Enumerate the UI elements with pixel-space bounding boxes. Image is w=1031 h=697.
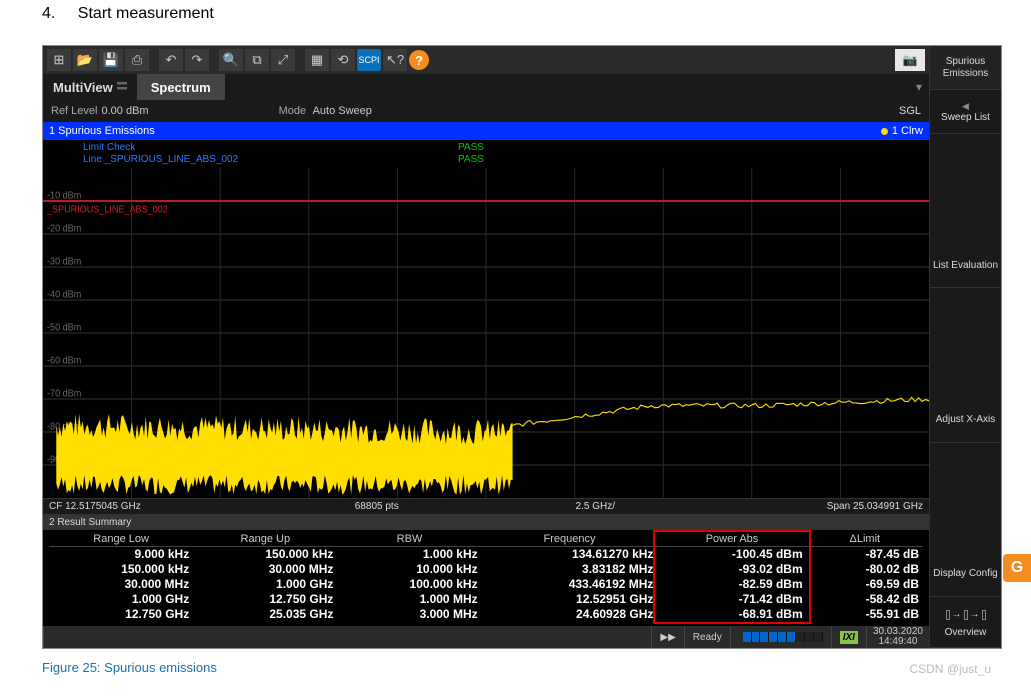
cf-label: CF [49, 501, 62, 512]
table-row: 9.000 kHz150.000 kHz1.000 kHz134.61270 k… [49, 547, 923, 563]
status-time: 14:49:40 [879, 637, 918, 647]
tab-multiview[interactable]: MultiView [43, 74, 137, 100]
softkey-display-config[interactable]: Display Config [930, 553, 1001, 597]
multiview-grid-icon [117, 82, 127, 92]
watermark: CSDN @just_u [909, 662, 991, 676]
table-header: Frequency [482, 532, 658, 547]
sgl-indicator: SGL [899, 105, 921, 117]
analyzer-window: ⊞ 📂 💾 ⎙ ↶ ↷ 🔍 ⧉ ⤢ ▦ ⟲ SCPI ↖? ? 📷 [42, 45, 1002, 649]
pts-value: 68805 pts [268, 501, 487, 512]
svg-text:-50 dBm: -50 dBm [47, 322, 81, 334]
spectrum-chart: -10 dBm-20 dBm-30 dBm-40 dBm-50 dBm-60 d… [43, 168, 929, 498]
windows-icon[interactable]: ⊞ [47, 49, 71, 71]
trace-mode: 1 Clrw [892, 125, 923, 137]
screenshot-icon[interactable]: 📷 [895, 49, 925, 71]
table-header: RBW [337, 532, 481, 547]
mode-label: Mode [279, 105, 307, 117]
limit-check-status: PASS [458, 142, 484, 154]
result-summary-header: 2 Result Summary [43, 514, 929, 530]
table-row: 30.000 MHz1.000 GHz100.000 kHz433.46192 … [49, 577, 923, 592]
overview-icon: →→ [946, 605, 986, 625]
undo-icon[interactable]: ↶ [159, 49, 183, 71]
table-header: Power Abs [657, 532, 806, 547]
help-icon[interactable]: ? [409, 50, 429, 70]
table-row: 1.000 GHz12.750 GHz1.000 MHz12.52951 GHz… [49, 592, 923, 607]
status-ready: Ready [684, 626, 730, 648]
softkey-title: Spurious Emissions [930, 46, 1001, 90]
softkey-list-evaluation[interactable]: List Evaluation [930, 244, 1001, 288]
help-pointer-icon[interactable]: ↖? [383, 49, 407, 71]
print-icon[interactable]: ⎙ [125, 49, 149, 71]
svg-text:-60 dBm: -60 dBm [47, 355, 81, 367]
svg-text:-20 dBm: -20 dBm [47, 223, 81, 235]
div-value: 2.5 GHz/ [486, 501, 705, 512]
section-heading: 4. Start measurement [42, 5, 214, 23]
table-header: ΔLimit [807, 532, 923, 547]
heading-number: 4. [42, 5, 55, 23]
span-label: Span [827, 501, 850, 512]
span-value: 25.034991 GHz [853, 501, 923, 512]
heading-text: Start measurement [78, 5, 214, 22]
svg-text:-40 dBm: -40 dBm [47, 289, 81, 301]
redo-icon[interactable]: ↷ [185, 49, 209, 71]
tab-spectrum[interactable]: Spectrum [137, 74, 225, 100]
status-badge: IXI [840, 631, 858, 644]
limit-check-area: Limit Check PASS Line _SPURIOUS_LINE_ABS… [43, 140, 929, 168]
svg-text:-70 dBm: -70 dBm [47, 388, 81, 400]
info-bar: Ref Level 0.00 dBm Mode Auto Sweep SGL [43, 100, 929, 122]
corner-badge: G [1003, 554, 1031, 582]
softkey-sweep-list[interactable]: ◀Sweep List [930, 90, 1001, 134]
progress-bar [743, 632, 823, 642]
ref-level-label: Ref Level [51, 105, 97, 117]
open-icon[interactable]: 📂 [73, 49, 97, 71]
table-row: 150.000 kHz30.000 MHz10.000 kHz3.83182 M… [49, 562, 923, 577]
table-header: Range Low [49, 532, 193, 547]
ref-level-value: 0.00 dBm [101, 105, 148, 117]
tab-dropdown-icon[interactable]: ▾ [909, 80, 929, 94]
mode-value: Auto Sweep [313, 105, 372, 117]
svg-text:_SPURIOUS_LINE_ABS_002: _SPURIOUS_LINE_ABS_002 [46, 204, 168, 216]
trace-color-dot [881, 128, 888, 135]
limit-line-status: PASS [458, 154, 484, 166]
svg-text:-30 dBm: -30 dBm [47, 256, 81, 268]
softkey-overview[interactable]: →→ Overview [930, 597, 1001, 648]
softkey-bar: Spurious Emissions ◀Sweep List List Eval… [929, 46, 1001, 648]
result-table: Range LowRange UpRBWFrequencyPower AbsΔL… [43, 530, 929, 626]
chart-footer: CF 12.5175045 GHz 68805 pts 2.5 GHz/ Spa… [43, 498, 929, 514]
status-bar: ▶▶ Ready IXI 30.03.2020 14:49:40 [43, 626, 929, 648]
figure-caption: Figure 25: Spurious emissions [42, 660, 217, 675]
grid-icon[interactable]: ▦ [305, 49, 329, 71]
zoom-in-icon[interactable]: 🔍 [219, 49, 243, 71]
save-icon[interactable]: 💾 [99, 49, 123, 71]
scpi-button[interactable]: SCPI [357, 49, 381, 71]
cf-value: 12.5175045 GHz [65, 501, 141, 512]
softkey-adjust-x-axis[interactable]: Adjust X-Axis [930, 399, 1001, 443]
refresh-icon[interactable]: ⟲ [331, 49, 355, 71]
toolbar: ⊞ 📂 💾 ⎙ ↶ ↷ 🔍 ⧉ ⤢ ▦ ⟲ SCPI ↖? ? 📷 [43, 46, 929, 74]
trace-title: 1 Spurious Emissions [49, 125, 155, 137]
zoom-out-icon[interactable]: ⤢ [271, 49, 295, 71]
zoom-area-icon[interactable]: ⧉ [245, 49, 269, 71]
table-row: 12.750 GHz25.035 GHz3.000 MHz24.60928 GH… [49, 607, 923, 622]
limit-line-label: Line _SPURIOUS_LINE_ABS_002 [83, 154, 238, 165]
trace-header: 1 Spurious Emissions 1 Clrw [43, 122, 929, 140]
table-header: Range Up [193, 532, 337, 547]
tab-bar: MultiView Spectrum ▾ [43, 74, 929, 100]
limit-check-label: Limit Check [83, 142, 135, 153]
